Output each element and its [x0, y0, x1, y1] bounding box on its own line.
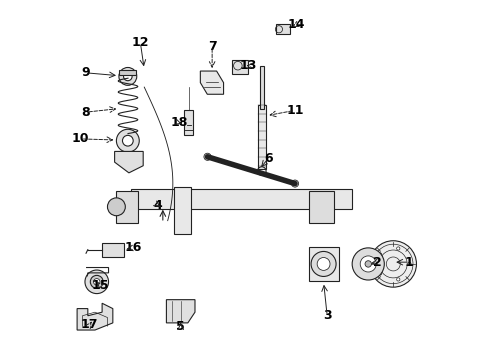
Text: 11: 11 [286, 104, 304, 117]
FancyBboxPatch shape [173, 187, 192, 234]
Text: 6: 6 [264, 152, 272, 165]
Circle shape [378, 253, 382, 256]
Circle shape [117, 129, 139, 152]
FancyBboxPatch shape [184, 111, 193, 135]
Circle shape [85, 270, 109, 294]
FancyBboxPatch shape [117, 191, 138, 223]
Polygon shape [200, 71, 223, 94]
Text: 7: 7 [208, 40, 217, 53]
Circle shape [370, 241, 416, 287]
Circle shape [292, 180, 298, 187]
Text: 8: 8 [82, 105, 90, 119]
FancyBboxPatch shape [131, 189, 352, 208]
FancyBboxPatch shape [232, 60, 247, 73]
FancyBboxPatch shape [102, 243, 123, 257]
Polygon shape [115, 152, 143, 173]
Polygon shape [77, 303, 113, 330]
Circle shape [352, 248, 384, 280]
Circle shape [396, 247, 400, 250]
Text: 15: 15 [92, 279, 109, 292]
Text: 12: 12 [132, 36, 149, 49]
Text: 14: 14 [288, 18, 306, 31]
Text: 4: 4 [153, 198, 162, 212]
Text: 5: 5 [176, 320, 185, 333]
Circle shape [94, 279, 100, 285]
Circle shape [107, 198, 125, 216]
Circle shape [123, 72, 132, 81]
FancyBboxPatch shape [260, 66, 264, 109]
Text: 1: 1 [405, 256, 414, 269]
Circle shape [204, 153, 211, 160]
Text: 18: 18 [170, 116, 188, 129]
FancyBboxPatch shape [309, 247, 339, 281]
Circle shape [90, 275, 103, 288]
Polygon shape [167, 300, 195, 323]
Text: 3: 3 [323, 309, 331, 322]
Circle shape [119, 67, 137, 85]
Text: 13: 13 [240, 59, 257, 72]
Text: 10: 10 [72, 132, 90, 145]
Circle shape [317, 257, 330, 270]
Text: 17: 17 [81, 318, 98, 331]
Circle shape [408, 262, 411, 266]
FancyBboxPatch shape [309, 191, 334, 223]
Text: 9: 9 [82, 66, 90, 79]
Circle shape [378, 272, 382, 275]
FancyBboxPatch shape [258, 105, 267, 169]
Circle shape [311, 251, 336, 276]
Circle shape [365, 261, 371, 267]
Circle shape [360, 256, 376, 272]
Text: 2: 2 [373, 256, 382, 269]
Text: 16: 16 [125, 241, 142, 255]
FancyBboxPatch shape [119, 70, 136, 75]
FancyBboxPatch shape [276, 24, 291, 34]
Circle shape [396, 278, 400, 281]
Circle shape [122, 135, 133, 146]
